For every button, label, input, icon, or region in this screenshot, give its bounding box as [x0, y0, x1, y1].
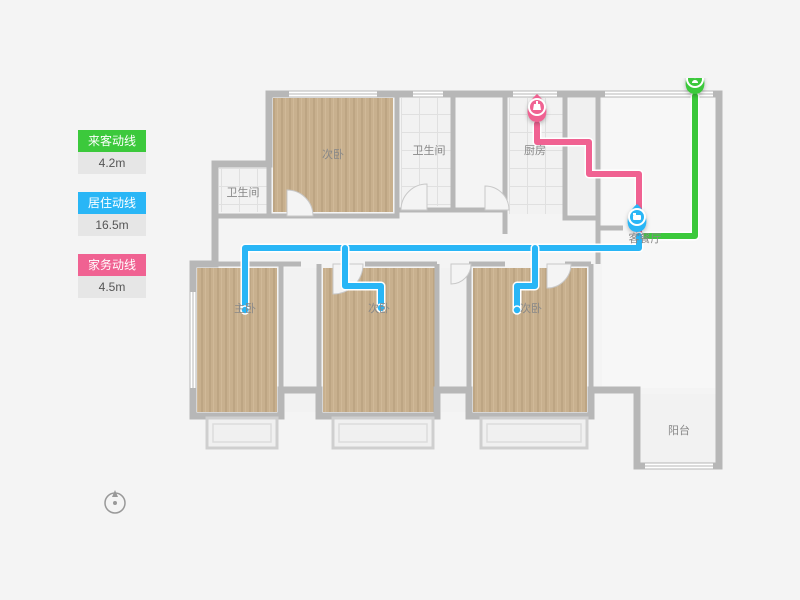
legend-value-guest: 4.2m	[78, 152, 146, 174]
svg-text:次卧: 次卧	[322, 147, 344, 161]
legend-swatch-chore: 家务动线	[78, 254, 146, 276]
legend-item-chore: 家务动线 4.5m	[78, 254, 146, 298]
legend-value-chore: 4.5m	[78, 276, 146, 298]
legend-item-guest: 来客动线 4.2m	[78, 130, 146, 174]
legend-item-living: 居住动线 16.5m	[78, 192, 146, 236]
svg-text:次卧: 次卧	[368, 301, 390, 315]
svg-text:卫生间: 卫生间	[227, 185, 260, 199]
legend-swatch-living: 居住动线	[78, 192, 146, 214]
legend-swatch-guest: 来客动线	[78, 130, 146, 152]
floor-plan: 次卧卫生间厨房卫生间主卧次卧次卧客餐厅阳台	[185, 78, 745, 498]
svg-text:阳台: 阳台	[668, 423, 690, 437]
svg-text:厨房: 厨房	[524, 144, 546, 157]
svg-text:客餐厅: 客餐厅	[629, 231, 662, 245]
compass-icon	[100, 486, 130, 516]
svg-text:次卧: 次卧	[520, 301, 542, 315]
legend-value-living: 16.5m	[78, 214, 146, 236]
svg-text:主卧: 主卧	[234, 302, 256, 315]
legend: 来客动线 4.2m 居住动线 16.5m 家务动线 4.5m	[78, 130, 146, 316]
svg-text:卫生间: 卫生间	[413, 143, 446, 157]
